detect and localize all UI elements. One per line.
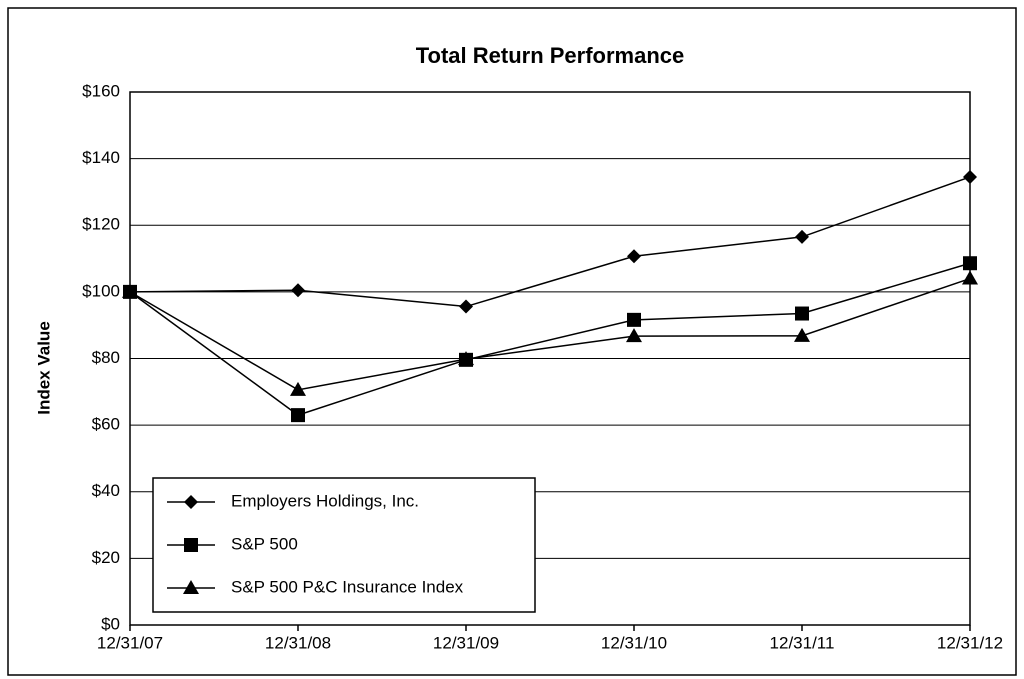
point [795,229,809,244]
series-line [129,277,971,391]
point [459,299,473,314]
legend-label: S&P 500 [231,534,298,553]
plot-border [129,91,971,626]
legend-label: S&P 500 P&C Insurance Index [231,577,464,596]
point [627,249,641,264]
point [291,408,305,423]
point [795,306,809,321]
point [184,495,198,509]
y-tick-label: $40 [92,481,120,500]
x-tick-label: 12/31/12 [937,633,1003,652]
y-tick-label: $140 [82,148,120,167]
series-line [129,176,971,308]
legend-box [152,477,536,613]
point [458,351,474,366]
x-tick-label: 12/31/09 [433,633,499,652]
chart-title: Total Return Performance [416,43,685,68]
point [627,312,641,327]
y-tick-label: $120 [82,215,120,234]
point [794,327,810,342]
y-tick-label: $100 [82,281,120,300]
y-tick-label: $60 [92,415,120,434]
legend-label: Employers Holdings, Inc. [231,491,419,510]
point [122,283,138,298]
point [626,328,642,343]
y-tick-label: $20 [92,548,120,567]
point [183,580,199,594]
point [963,169,977,184]
y-axis-label: Index Value [34,321,53,415]
series-line [129,262,971,416]
x-tick-label: 12/31/07 [97,633,163,652]
point [184,538,198,552]
point [290,381,306,396]
x-tick-label: 12/31/08 [265,633,331,652]
y-tick-label: $160 [82,81,120,100]
point [291,283,305,298]
x-tick-label: 12/31/10 [601,633,667,652]
y-tick-label: $80 [92,348,120,367]
point [963,256,977,271]
point [962,270,978,285]
y-tick-label: $0 [101,614,120,633]
x-tick-label: 12/31/11 [770,633,835,652]
